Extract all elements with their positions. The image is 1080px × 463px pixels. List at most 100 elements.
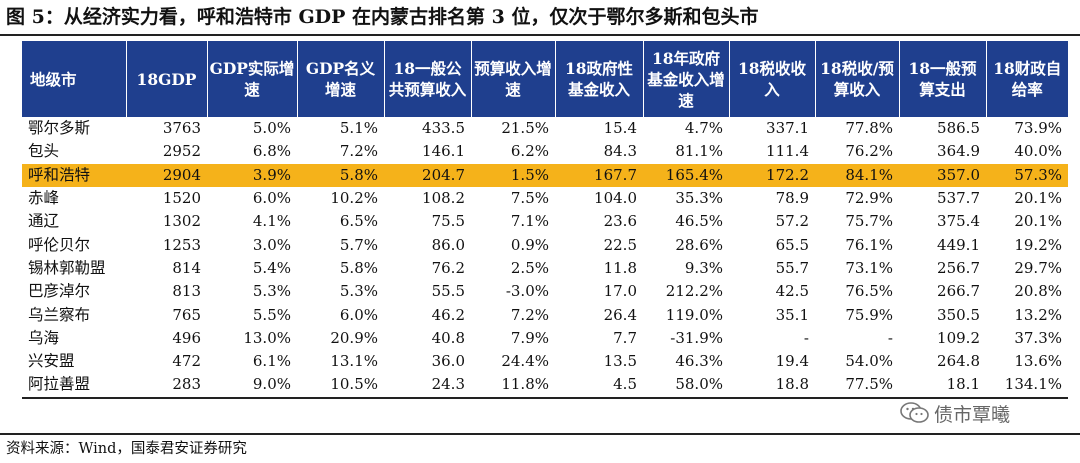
table-cell: 7.9% bbox=[510, 328, 549, 347]
table-cell: 1.5% bbox=[471, 163, 555, 187]
table-cell: 765 bbox=[172, 305, 201, 324]
table-cell: 75.9% bbox=[845, 305, 893, 324]
table-cell: 109.2 bbox=[937, 328, 980, 347]
table-cell: 256.7 bbox=[937, 258, 980, 277]
table-cell: 537.7 bbox=[937, 189, 980, 208]
table-cell: 42.5 bbox=[775, 282, 809, 301]
watermark-text: 债市覃曦 bbox=[934, 403, 1011, 426]
table-cell: 2952 bbox=[162, 142, 201, 161]
table-cell: 73.9% bbox=[1014, 119, 1062, 138]
table-cell: 813 bbox=[172, 282, 201, 301]
table-cell: 77.5% bbox=[815, 373, 899, 399]
table-cell: 3.9% bbox=[207, 163, 297, 187]
table-cell: 814 bbox=[172, 258, 201, 277]
table-cell: 146.1 bbox=[422, 142, 465, 161]
table-cell: 283 bbox=[126, 373, 207, 399]
table-cell: 23.6 bbox=[603, 212, 637, 231]
table-cell: 5.4% bbox=[252, 258, 291, 277]
table-cell: 13.0% bbox=[243, 328, 291, 347]
table-cell: 119.0% bbox=[665, 305, 723, 324]
table-row: 乌兰察布 765 5.5% 6.0% 46.2 7.2% 26.4 119.0% 35.1 75.… bbox=[22, 303, 1068, 326]
table-cell: 264.8 bbox=[937, 352, 980, 371]
table-cell: 212.2% bbox=[665, 282, 723, 301]
table-cell: 9.3% bbox=[684, 258, 723, 277]
table-cell: 134.1% bbox=[986, 373, 1068, 399]
table-cell: 449.1 bbox=[937, 235, 980, 254]
table-cell: 5.0% bbox=[252, 119, 291, 138]
table-cell: 55.5 bbox=[431, 282, 465, 301]
table-cell: 1253 bbox=[162, 235, 201, 254]
table-cell: 58.0% bbox=[643, 373, 729, 399]
table-cell: 6.5% bbox=[339, 212, 378, 231]
table-cell: 3.0% bbox=[252, 235, 291, 254]
column-header: GDP名义增速 bbox=[296, 41, 384, 117]
table-cell: 111.4 bbox=[766, 142, 809, 161]
table-row: 通辽 1302 4.1% 6.5% 75.5 7.1% 23.6 46.5% 57.2 75.7%… bbox=[22, 210, 1068, 233]
table-cell: 35.1 bbox=[775, 305, 809, 324]
city-name-cell: 阿拉善盟 bbox=[22, 373, 126, 399]
table-cell: 81.1% bbox=[675, 142, 723, 161]
table-cell: 6.1% bbox=[252, 352, 291, 371]
table-cell: 6.2% bbox=[510, 142, 549, 161]
table-cell: 78.9 bbox=[775, 189, 809, 208]
column-header: 18一般预算支出 bbox=[898, 41, 986, 117]
table-cell: 57.2 bbox=[775, 212, 809, 231]
table-cell: 13.2% bbox=[1014, 305, 1062, 324]
table-cell: 5.7% bbox=[339, 235, 378, 254]
table-cell: 26.4 bbox=[603, 305, 637, 324]
table-cell: 28.6% bbox=[675, 235, 723, 254]
table-body: 鄂尔多斯 3763 5.0% 5.1% 433.5 21.5% 15.4 4.7% 337.1 7… bbox=[22, 117, 1068, 399]
table-cell: 10.2% bbox=[330, 189, 378, 208]
table-row: 包头 2952 6.8% 7.2% 146.1 6.2% 84.3 81.1% 111.4 76.… bbox=[22, 140, 1068, 163]
table-row: 阿拉善盟 283 9.0% 10.5% 24.3 11.8% 4.5 58.0% 18.8 77.… bbox=[22, 373, 1068, 399]
table-row: 兴安盟 472 6.1% 13.1% 36.0 24.4% 13.5 46.3% 19.4 54.… bbox=[22, 350, 1068, 373]
table-cell: 472 bbox=[172, 352, 201, 371]
column-header: 18政府性基金收入 bbox=[554, 41, 643, 117]
table-cell: 104.0 bbox=[594, 189, 637, 208]
table-cell: 40.0% bbox=[1014, 142, 1062, 161]
column-header: 18税收收入 bbox=[728, 41, 815, 117]
column-header: 18一般公共预算收入 bbox=[383, 41, 471, 117]
table-cell: 76.2 bbox=[431, 258, 465, 277]
table-row: 赤峰 1520 6.0% 10.2% 108.2 7.5% 104.0 35.3% 78.9 72… bbox=[22, 187, 1068, 210]
table-cell: 46.3% bbox=[675, 352, 723, 371]
table-cell: 204.7 bbox=[384, 163, 471, 187]
table-cell: 586.5 bbox=[937, 119, 980, 138]
table-cell: 7.1% bbox=[510, 212, 549, 231]
table-cell: 65.5 bbox=[775, 235, 809, 254]
table-cell: 24.3 bbox=[384, 373, 471, 399]
city-name-cell: 赤峰 bbox=[28, 189, 60, 208]
table-cell: 17.0 bbox=[603, 282, 637, 301]
table-cell: 9.0% bbox=[207, 373, 297, 399]
table-cell: 40.8 bbox=[431, 328, 465, 347]
table-cell: 5.5% bbox=[252, 305, 291, 324]
table-cell: 86.0 bbox=[431, 235, 465, 254]
table-cell: 75.7% bbox=[845, 212, 893, 231]
column-header: 预算收入增速 bbox=[470, 41, 555, 117]
table-cell: 5.3% bbox=[339, 282, 378, 301]
table-cell: 266.7 bbox=[937, 282, 980, 301]
table-cell: 375.4 bbox=[937, 212, 980, 231]
table-cell: - bbox=[887, 328, 893, 347]
table-cell: 6.0% bbox=[339, 305, 378, 324]
table-cell: 54.0% bbox=[845, 352, 893, 371]
bottom-rule bbox=[0, 433, 1080, 435]
city-name-cell: 呼伦贝尔 bbox=[28, 235, 91, 254]
table-cell: 7.2% bbox=[510, 305, 549, 324]
table-cell: 55.7 bbox=[775, 258, 809, 277]
table-cell: 72.9% bbox=[845, 189, 893, 208]
table-cell: 46.2 bbox=[431, 305, 465, 324]
table-header-row: 地级市 18GDP GDP实际增速 GDP名义增速 18一般公共预算收入 预算收入增速 18… bbox=[22, 41, 1068, 117]
table-cell: 84.3 bbox=[603, 142, 637, 161]
table-cell: 2.5% bbox=[510, 258, 549, 277]
city-name-cell: 包头 bbox=[28, 142, 60, 161]
column-header: 地级市 bbox=[22, 41, 126, 117]
table-cell: 37.3% bbox=[1014, 328, 1062, 347]
table-cell: 22.5 bbox=[603, 235, 637, 254]
table-row: 巴彦淖尔 813 5.3% 5.3% 55.5 -3.0% 17.0 212.2% 42.5 76… bbox=[22, 280, 1068, 303]
table-cell: 6.8% bbox=[252, 142, 291, 161]
city-name-cell: 乌兰察布 bbox=[28, 305, 91, 324]
table-cell: 5.1% bbox=[339, 119, 378, 138]
table-cell: 24.4% bbox=[501, 352, 549, 371]
